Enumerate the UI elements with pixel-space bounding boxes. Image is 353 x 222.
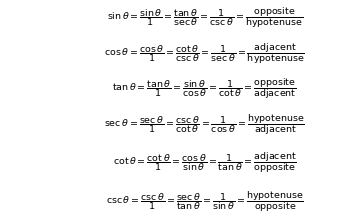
Text: $\sec\theta = \dfrac{\sec\theta}{1} = \dfrac{\csc\theta}{\cot\theta} = \dfrac{1}: $\sec\theta = \dfrac{\sec\theta}{1} = \d… (104, 112, 305, 137)
Text: $\sin\theta = \dfrac{\sin\theta}{1} = \dfrac{\tan\theta}{\sec\theta} = \dfrac{1}: $\sin\theta = \dfrac{\sin\theta}{1} = \d… (107, 5, 303, 30)
Text: $\cos\theta = \dfrac{\cos\theta}{1} = \dfrac{\cot\theta}{\csc\theta} = \dfrac{1}: $\cos\theta = \dfrac{\cos\theta}{1} = \d… (104, 41, 305, 66)
Text: $\tan\theta = \dfrac{\tan\theta}{1} = \dfrac{\sin\theta}{\cos\theta} = \dfrac{1}: $\tan\theta = \dfrac{\tan\theta}{1} = \d… (113, 76, 297, 101)
Text: $\cot\theta = \dfrac{\cot\theta}{1} = \dfrac{\cos\theta}{\sin\theta} = \dfrac{1}: $\cot\theta = \dfrac{\cot\theta}{1} = \d… (113, 150, 297, 174)
Text: $\csc\theta = \dfrac{\csc\theta}{1} = \dfrac{\sec\theta}{\tan\theta} = \dfrac{1}: $\csc\theta = \dfrac{\csc\theta}{1} = \d… (106, 190, 304, 214)
